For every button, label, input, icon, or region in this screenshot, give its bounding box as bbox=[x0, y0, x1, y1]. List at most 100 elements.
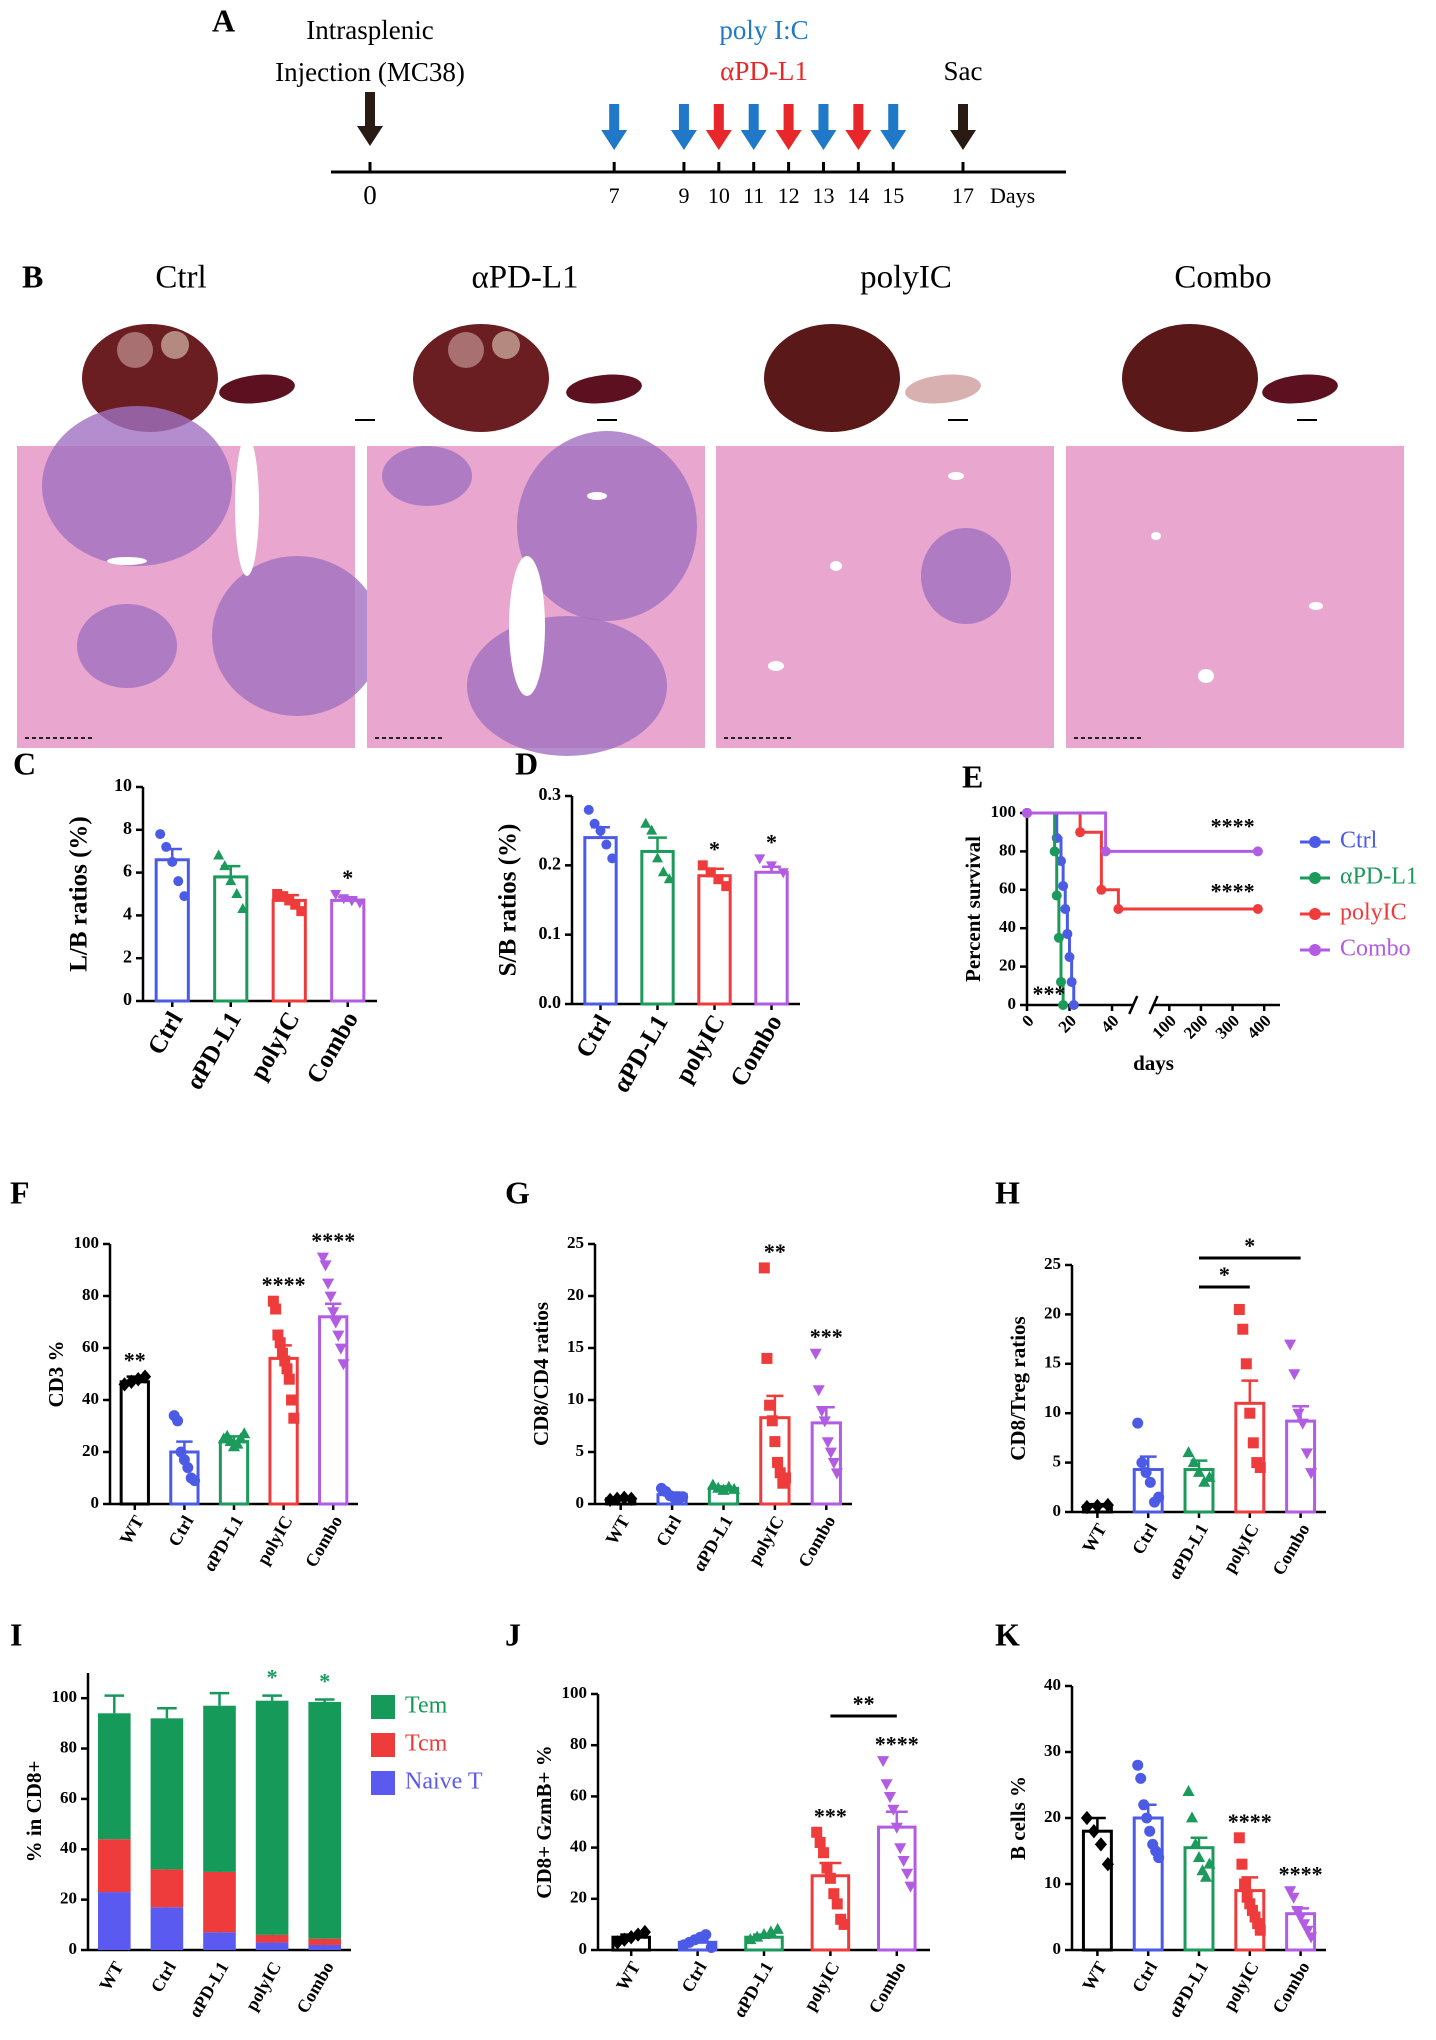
significance-label: * bbox=[709, 836, 720, 861]
y-tick-label: 10 bbox=[114, 775, 132, 795]
significance-label: **** bbox=[311, 1228, 355, 1253]
data-point bbox=[1182, 1446, 1195, 1458]
y-tick-label: 6 bbox=[123, 861, 132, 881]
data-point bbox=[1246, 1904, 1258, 1916]
legend-label: Tem bbox=[405, 1693, 448, 1719]
data-point bbox=[901, 1868, 914, 1880]
data-point bbox=[766, 1415, 778, 1427]
data-point bbox=[1132, 1759, 1144, 1771]
data-point bbox=[274, 1337, 286, 1349]
bar-segment bbox=[150, 1718, 184, 1870]
data-point bbox=[237, 902, 249, 913]
y-tick-label: 0 bbox=[576, 1493, 585, 1512]
y-axis-label: Percent survival bbox=[961, 836, 985, 982]
legend-marker bbox=[1309, 836, 1321, 848]
y-tick-label: 15 bbox=[567, 1337, 584, 1356]
bar-segment bbox=[150, 1907, 184, 1950]
legend-marker bbox=[1309, 944, 1321, 956]
data-point bbox=[1241, 1891, 1253, 1903]
data-point bbox=[815, 1406, 828, 1417]
data-point bbox=[890, 1822, 903, 1834]
data-point bbox=[646, 824, 658, 835]
data-point bbox=[814, 1836, 826, 1848]
tumor-region bbox=[42, 406, 232, 566]
data-point bbox=[334, 1343, 347, 1355]
tumor-region bbox=[77, 604, 177, 688]
y-tick-label: 100 bbox=[562, 1683, 588, 1702]
day-label: 0 bbox=[363, 180, 377, 210]
data-point bbox=[1187, 1456, 1200, 1467]
data-point bbox=[1056, 976, 1067, 987]
data-point bbox=[663, 873, 675, 884]
data-point bbox=[1056, 856, 1067, 866]
data-point bbox=[296, 906, 307, 917]
significance-label: * bbox=[766, 829, 777, 854]
data-point bbox=[589, 818, 600, 829]
data-point bbox=[705, 1941, 717, 1953]
data-point bbox=[1094, 1837, 1107, 1852]
vessel bbox=[1309, 602, 1323, 610]
x-axis-label: days bbox=[1133, 1051, 1174, 1075]
y-tick-label: 0 bbox=[69, 1939, 78, 1958]
vessel bbox=[948, 472, 964, 480]
tumor-nodule bbox=[448, 332, 484, 368]
data-point bbox=[894, 1843, 907, 1855]
data-point bbox=[883, 1792, 897, 1803]
data-point bbox=[354, 898, 366, 909]
data-point bbox=[1053, 932, 1064, 943]
data-point bbox=[1153, 1491, 1165, 1503]
data-point bbox=[1296, 1418, 1309, 1430]
data-point bbox=[1240, 1358, 1252, 1370]
day-label: 15 bbox=[882, 183, 904, 208]
y-tick-label: 0 bbox=[1008, 994, 1017, 1013]
data-point bbox=[713, 874, 724, 885]
data-point bbox=[821, 1862, 833, 1874]
data-point bbox=[618, 1490, 631, 1505]
y-axis-label: CD3 % bbox=[44, 1340, 68, 1407]
data-point bbox=[1305, 1468, 1318, 1480]
data-point bbox=[838, 1918, 850, 1930]
significance-label: * bbox=[267, 1665, 278, 1690]
data-point bbox=[887, 1804, 900, 1816]
data-point bbox=[824, 1872, 836, 1884]
group-label: polyIC bbox=[860, 260, 952, 296]
data-point bbox=[1189, 1837, 1202, 1849]
y-tick-label: 100 bbox=[991, 802, 1017, 821]
data-point bbox=[219, 860, 231, 871]
day-label: 11 bbox=[743, 183, 764, 208]
y-tick-label: 8 bbox=[123, 818, 132, 838]
data-point bbox=[761, 1352, 773, 1364]
vessel bbox=[1198, 669, 1214, 683]
bar-segment bbox=[308, 1701, 342, 1939]
data-point bbox=[189, 1475, 201, 1487]
y-tick-label: 10 bbox=[1044, 1873, 1061, 1892]
data-point bbox=[772, 1456, 784, 1468]
legend-label: Ctrl bbox=[1340, 828, 1378, 854]
data-point bbox=[1203, 1470, 1216, 1482]
legend-marker bbox=[1309, 908, 1321, 920]
arrow bbox=[950, 104, 976, 150]
data-point bbox=[238, 1427, 251, 1439]
histology bbox=[1066, 446, 1404, 748]
days-unit: Days bbox=[990, 183, 1035, 208]
data-point bbox=[322, 1278, 335, 1290]
y-tick-label: 60 bbox=[60, 1788, 77, 1807]
data-point bbox=[1091, 1498, 1104, 1514]
data-point bbox=[607, 853, 618, 864]
polyic-label: poly I:C bbox=[719, 15, 808, 45]
data-point bbox=[1141, 1812, 1153, 1824]
data-point bbox=[1136, 1457, 1148, 1469]
y-tick-label: 25 bbox=[567, 1233, 584, 1252]
day-label: 10 bbox=[708, 183, 730, 208]
liver-photo bbox=[1122, 324, 1258, 432]
data-point bbox=[601, 839, 612, 850]
bar-segment bbox=[97, 1713, 131, 1840]
histology bbox=[367, 431, 705, 756]
data-point bbox=[1113, 904, 1124, 914]
data-point bbox=[728, 1482, 741, 1494]
group-label: Combo bbox=[1174, 260, 1271, 296]
data-point bbox=[319, 1260, 332, 1272]
data-point bbox=[276, 1347, 288, 1359]
data-point bbox=[337, 1359, 350, 1371]
